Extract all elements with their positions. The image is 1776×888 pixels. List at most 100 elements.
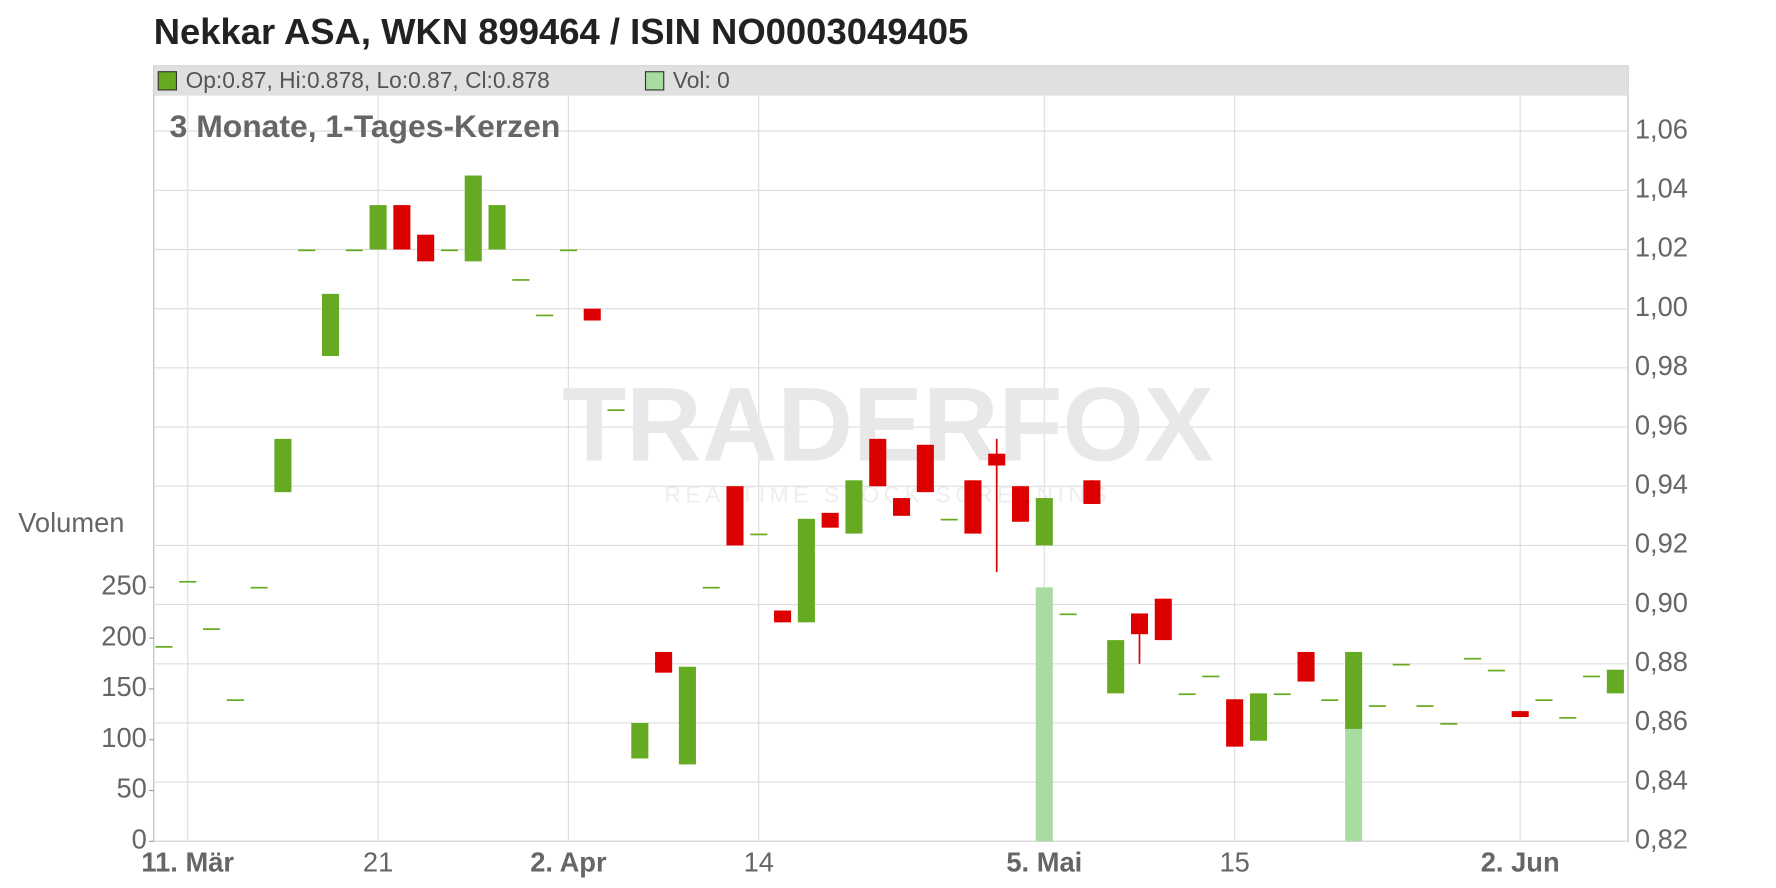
candle-body xyxy=(298,249,316,252)
y-tick-label: 1,06 xyxy=(1635,113,1688,144)
y-tick-label: 0,96 xyxy=(1635,409,1688,440)
x-tick-label: 11. Mär xyxy=(141,846,234,877)
candle-body xyxy=(1178,693,1196,696)
candle-body xyxy=(1559,717,1577,719)
candle-body xyxy=(1321,699,1339,701)
candle-body xyxy=(1606,669,1624,694)
candle-body xyxy=(797,518,815,623)
marks xyxy=(155,175,1624,842)
candle-body xyxy=(678,666,696,765)
plot-area xyxy=(153,65,1629,842)
candle-body xyxy=(1392,663,1410,666)
candle-body xyxy=(964,480,982,534)
candle-body xyxy=(893,498,911,516)
x-tick-label: 15 xyxy=(1219,846,1249,877)
candle-body xyxy=(1487,669,1505,672)
subtitle: 3 Monate, 1-Tages-Kerzen xyxy=(170,108,561,144)
candle-body xyxy=(607,409,625,411)
legend-swatch xyxy=(157,71,178,91)
candle-body xyxy=(1202,675,1220,678)
watermark: TRADERFOX xyxy=(562,366,1214,483)
candle-body xyxy=(1464,657,1482,660)
grid xyxy=(153,66,1628,842)
candle-body xyxy=(536,314,554,317)
candle-body xyxy=(845,480,863,534)
legend-volume: Vol: 0 xyxy=(673,67,730,93)
candle-body xyxy=(1154,598,1172,641)
candle-body xyxy=(1083,480,1101,504)
y2-tick-label: 200 xyxy=(101,620,147,651)
candle-body xyxy=(1416,705,1434,707)
candle-body xyxy=(274,438,292,493)
y-tick-label: 0,90 xyxy=(1635,587,1688,618)
y-tick-label: 0,86 xyxy=(1635,705,1688,736)
candle-body xyxy=(1368,705,1386,707)
candle-body xyxy=(321,293,340,357)
x-tick-label: 5. Mai xyxy=(1006,846,1082,877)
candle-body xyxy=(1130,613,1149,635)
candle-body xyxy=(869,438,887,487)
candle-body xyxy=(1297,651,1315,682)
candle-body xyxy=(988,453,1006,466)
y2-axis-label: Volumen xyxy=(18,507,124,538)
candle-body xyxy=(631,722,649,759)
candle-body xyxy=(417,234,435,262)
candle-body xyxy=(250,586,268,589)
y-tick-label: 0,98 xyxy=(1635,350,1688,381)
candle-body xyxy=(512,279,530,281)
candle-body xyxy=(393,205,411,250)
candle-body xyxy=(1583,675,1601,678)
candle-body xyxy=(583,308,601,321)
y-tick-label: 0,92 xyxy=(1635,528,1688,559)
volume-bar xyxy=(1035,587,1053,842)
candle-body xyxy=(655,651,673,673)
candle-body xyxy=(1107,640,1125,694)
candle-body xyxy=(464,175,482,262)
y2-tick-label: 250 xyxy=(101,570,147,601)
candle-body xyxy=(750,533,768,536)
legend-bar xyxy=(153,66,1629,96)
candle-body xyxy=(1511,711,1529,718)
candle-body xyxy=(559,249,577,252)
y2-tick-label: 100 xyxy=(101,722,147,753)
candle-body xyxy=(726,486,744,546)
legend-ohlc: Op:0.87, Hi:0.878, Lo:0.87, Cl:0.878 xyxy=(186,67,550,93)
y-tick-label: 0,84 xyxy=(1635,764,1688,795)
candle-body xyxy=(940,518,958,521)
y-tick-label: 1,04 xyxy=(1635,173,1688,204)
candle-body xyxy=(1345,651,1363,729)
y2-tick-label: 150 xyxy=(101,671,147,702)
y2-tick-label: 50 xyxy=(116,773,146,804)
candle-body xyxy=(155,646,173,648)
x-tick-label: 14 xyxy=(744,846,774,877)
candle-body xyxy=(179,580,197,583)
candle-body xyxy=(916,444,934,493)
candle-body xyxy=(1226,699,1244,747)
y-tick-label: 0,82 xyxy=(1635,824,1688,855)
candle-body xyxy=(1011,486,1030,522)
y2-tick-label: 0 xyxy=(132,824,147,855)
candle-body xyxy=(1273,693,1291,696)
chart-title: Nekkar ASA, WKN 899464 / ISIN NO00030494… xyxy=(154,11,969,52)
y-tick-label: 0,94 xyxy=(1635,468,1688,499)
y-tick-label: 1,02 xyxy=(1635,232,1688,263)
candle-body xyxy=(440,249,459,252)
candle-body xyxy=(345,249,363,252)
x-tick-label: 21 xyxy=(363,846,393,877)
candle-body xyxy=(488,205,506,250)
candle-body xyxy=(774,610,792,623)
candle-body xyxy=(1440,722,1458,725)
legend-swatch xyxy=(644,71,665,91)
volume-bar xyxy=(1345,727,1363,842)
candle-body xyxy=(821,512,839,528)
candle-body xyxy=(1535,699,1553,701)
candle-body xyxy=(202,628,221,630)
candle-body xyxy=(1059,613,1077,616)
candle-body xyxy=(1035,498,1053,546)
candle-body xyxy=(702,586,720,589)
x-tick-label: 2. Apr xyxy=(530,846,607,877)
candle-body xyxy=(1249,693,1267,741)
candle-body xyxy=(369,205,387,250)
y-tick-label: 0,88 xyxy=(1635,646,1688,677)
